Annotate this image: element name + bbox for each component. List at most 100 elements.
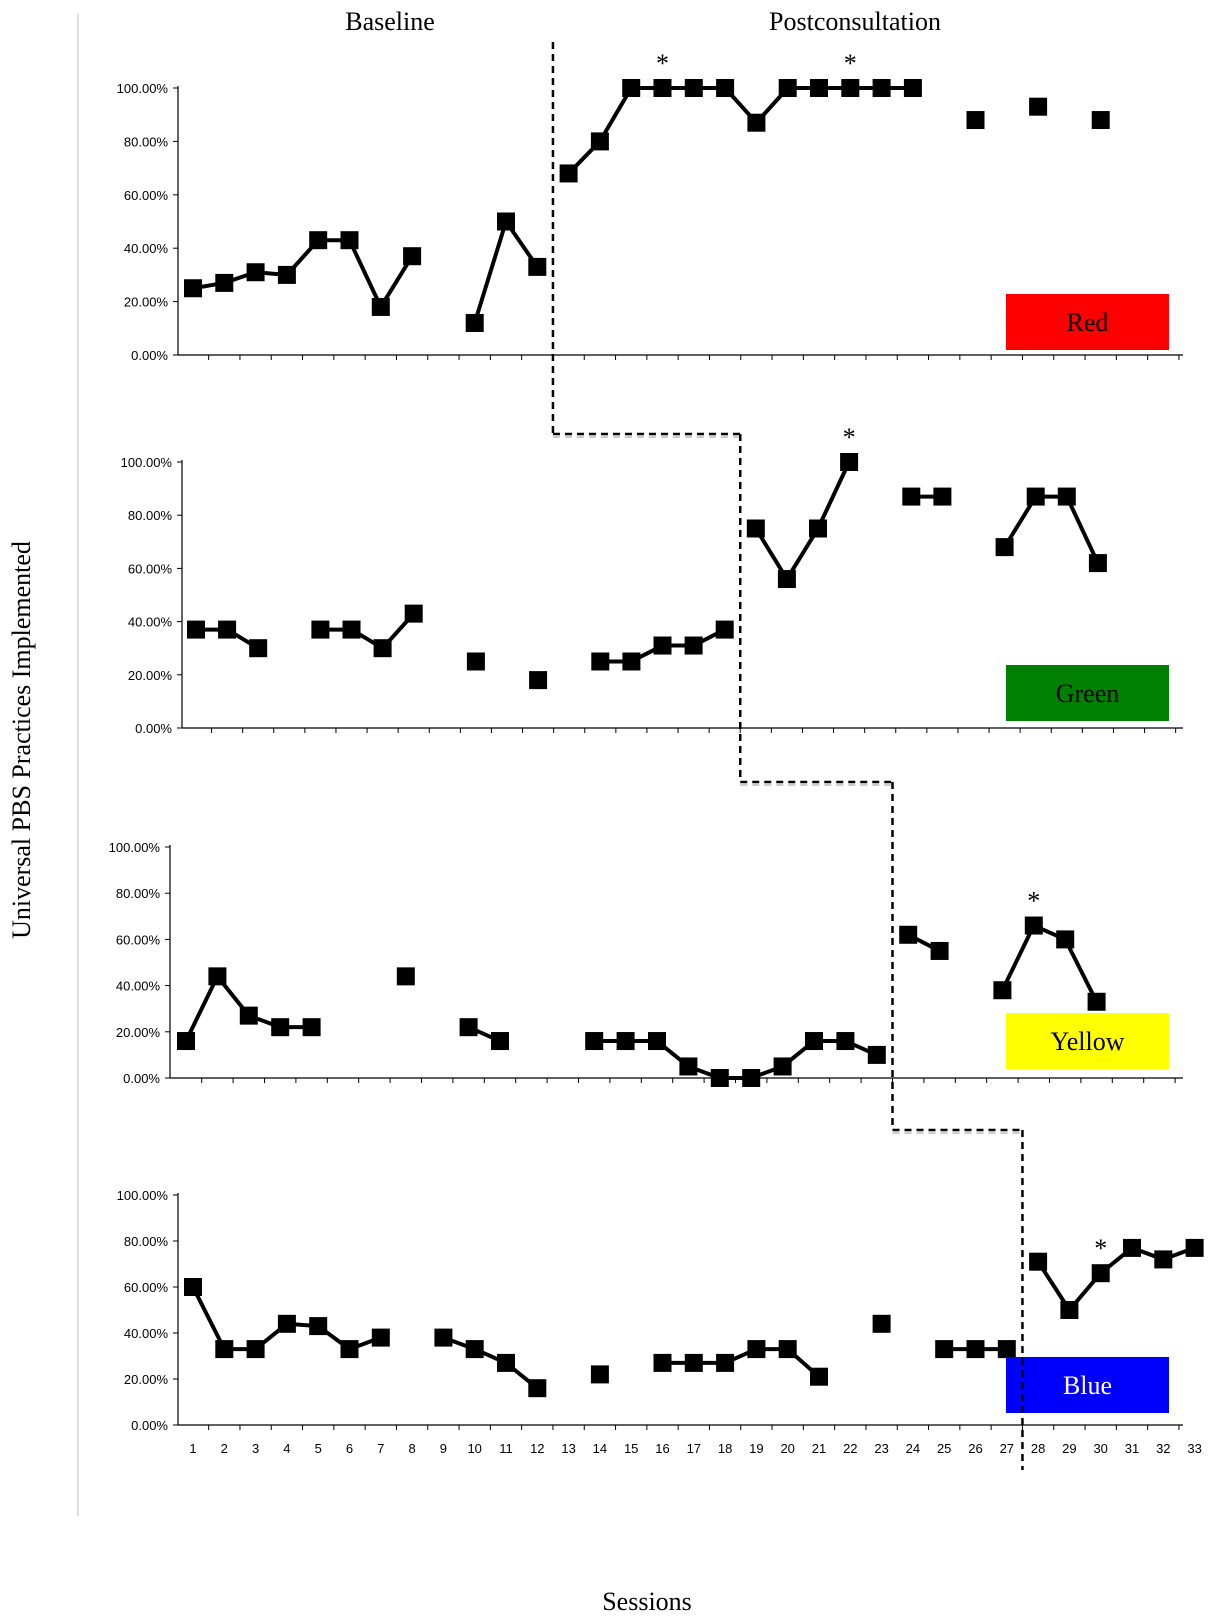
heading-baseline: Baseline	[345, 7, 435, 36]
data-point	[585, 1032, 604, 1051]
series-line	[754, 461, 851, 582]
significance-star: *	[843, 423, 856, 452]
series-line	[472, 219, 539, 324]
panel-red: 0.00% 20.00% 40.00% 60.00% 80.00% 100.00% * * Re…	[117, 49, 1183, 363]
data-point	[867, 1045, 886, 1064]
x-tick-label: 16	[655, 1441, 669, 1456]
data-point	[215, 273, 234, 292]
x-tick-label: 33	[1187, 1441, 1201, 1456]
x-tick-label: 6	[346, 1441, 353, 1456]
data-point	[342, 620, 361, 639]
x-tick-label: 25	[937, 1441, 951, 1456]
data-point	[1185, 1238, 1204, 1257]
data-point	[249, 639, 268, 658]
data-point	[239, 1006, 258, 1025]
data-point	[277, 1314, 296, 1333]
significance-star: *	[1094, 1234, 1107, 1263]
x-tick-label: 14	[593, 1441, 607, 1456]
data-point	[528, 257, 547, 276]
x-tick-label: 12	[530, 1441, 544, 1456]
data-point	[742, 1069, 761, 1087]
y-tick-label: 0.00%	[123, 1071, 160, 1086]
y-tick-label: 80.00%	[124, 134, 169, 149]
data-point	[434, 1328, 453, 1347]
data-point	[679, 1057, 698, 1076]
x-tick-label: 27	[1000, 1441, 1014, 1456]
legend-label-yellow: Yellow	[1051, 1027, 1125, 1056]
data-point	[653, 1353, 672, 1372]
y-tick-label: 100.00%	[109, 840, 161, 855]
data-point	[396, 967, 415, 986]
data-point	[1029, 97, 1048, 116]
data-point	[995, 538, 1014, 557]
data-point	[840, 453, 859, 471]
x-tick-label: 31	[1125, 1441, 1139, 1456]
data-point	[872, 79, 891, 97]
data-point	[616, 1032, 635, 1051]
data-point	[966, 1340, 985, 1359]
series-line	[1000, 923, 1099, 1003]
x-tick-label: 15	[624, 1441, 638, 1456]
data-point	[246, 1340, 265, 1359]
y-tick-label: 40.00%	[128, 615, 173, 630]
data-point	[810, 1367, 828, 1386]
y-tick-label: 40.00%	[124, 1326, 169, 1341]
legend-label-blue: Blue	[1063, 1371, 1112, 1400]
panel-blue: 0.00% 20.00% 40.00% 60.00% 80.00% 100.00% * Blu…	[117, 1188, 1204, 1433]
data-point	[497, 1353, 515, 1372]
x-tick-label: 18	[718, 1441, 732, 1456]
data-point	[684, 1353, 703, 1372]
data-point	[184, 1278, 202, 1296]
data-point	[491, 1032, 509, 1051]
data-point	[747, 113, 766, 132]
x-tick-label: 19	[749, 1441, 763, 1456]
significance-star: *	[844, 49, 857, 78]
legend-box-red	[1006, 294, 1169, 350]
data-point	[1057, 487, 1076, 506]
x-tick-label: 5	[315, 1441, 322, 1456]
y-tick-label: 60.00%	[124, 188, 169, 203]
significance-star: *	[656, 49, 669, 78]
data-point	[993, 981, 1012, 1000]
data-point	[997, 1340, 1016, 1359]
data-point	[373, 639, 392, 658]
data-point	[309, 231, 328, 250]
x-tick-label: 11	[499, 1441, 513, 1456]
x-tick-label: 21	[812, 1441, 826, 1456]
data-point	[208, 967, 227, 986]
data-point	[187, 620, 205, 639]
x-tick-label: 32	[1156, 1441, 1170, 1456]
data-point	[715, 620, 734, 639]
phase-change-lines	[551, 42, 1024, 1470]
data-point	[935, 1340, 954, 1359]
legend-box-yellow	[1006, 1013, 1169, 1069]
data-point	[966, 111, 985, 130]
data-point	[1091, 111, 1110, 130]
data-point	[590, 1365, 609, 1384]
data-point	[184, 279, 202, 298]
data-point	[930, 941, 949, 960]
y-tick-label: 20.00%	[124, 295, 169, 310]
data-point	[277, 265, 296, 284]
data-point	[1088, 554, 1107, 573]
data-point	[1024, 916, 1043, 935]
y-tick-label: 40.00%	[124, 241, 169, 256]
data-point	[465, 313, 484, 332]
data-point	[809, 519, 827, 538]
data-point	[1091, 1264, 1110, 1283]
legend-box-blue	[1006, 1357, 1169, 1413]
y-tick-label: 20.00%	[124, 1372, 169, 1387]
y-tick-label: 60.00%	[116, 932, 161, 947]
data-point	[529, 671, 548, 690]
data-point	[1056, 930, 1075, 949]
data-point	[622, 652, 641, 671]
data-point	[1154, 1250, 1173, 1269]
data-point	[218, 620, 237, 639]
data-point	[177, 1032, 195, 1051]
data-point	[528, 1379, 547, 1398]
data-point	[903, 79, 922, 97]
y-axis-title: Universal PBS Practices Implemented	[7, 541, 36, 939]
data-point	[590, 132, 609, 151]
data-point	[340, 1340, 359, 1359]
x-tick-label: 13	[561, 1441, 575, 1456]
